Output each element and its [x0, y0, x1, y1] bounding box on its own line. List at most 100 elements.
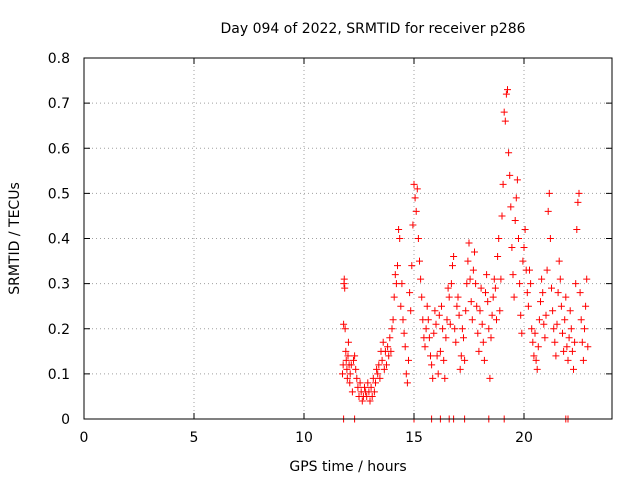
data-point: [537, 298, 544, 306]
data-point: [524, 302, 532, 310]
data-point: [374, 370, 382, 378]
axis-ticks: [83, 57, 612, 420]
data-point: [343, 365, 351, 373]
data-point: [423, 302, 431, 310]
data-point: [520, 244, 528, 252]
data-point: [397, 302, 405, 310]
data-point: [483, 271, 491, 279]
y-tick-label: 0.3: [48, 277, 70, 293]
data-point: [435, 311, 443, 319]
data-point: [388, 325, 396, 333]
data-point: [566, 307, 574, 315]
data-point: [372, 379, 379, 387]
data-point: [486, 374, 494, 382]
data-point: [395, 225, 403, 233]
data-point: [446, 320, 454, 328]
data-point: [411, 194, 419, 202]
data-point: [367, 383, 375, 391]
data-point: [517, 311, 525, 319]
data-point: [493, 316, 500, 324]
data-point: [474, 329, 482, 337]
data-point: [341, 325, 349, 333]
data-point: [576, 289, 584, 297]
data-point: [416, 257, 423, 265]
data-point: [361, 383, 368, 391]
data-point: [552, 352, 560, 360]
data-point: [583, 275, 591, 283]
data-point: [561, 316, 569, 324]
data-point: [478, 320, 486, 328]
data-point: [366, 397, 374, 405]
data-point: [548, 284, 555, 292]
data-point: [567, 325, 575, 333]
data-point: [452, 338, 460, 346]
data-point: [584, 343, 592, 351]
y-tick-label: 0.8: [48, 51, 70, 67]
data-point: [444, 284, 452, 292]
data-point: [513, 176, 521, 184]
data-point: [533, 365, 541, 373]
data-point: [523, 289, 531, 297]
data-point: [518, 329, 526, 337]
data-point: [559, 329, 566, 337]
y-tick-label: 0.5: [48, 186, 70, 202]
data-point: [539, 289, 547, 297]
data-point: [414, 235, 422, 242]
data-point: [506, 171, 514, 179]
data-point: [468, 316, 476, 324]
data-point: [573, 225, 581, 233]
data-point: [490, 275, 498, 283]
y-tick-label: 0.1: [48, 367, 70, 383]
data-point: [421, 343, 429, 351]
data-point: [343, 374, 351, 382]
data-point: [339, 361, 347, 369]
data-point: [510, 293, 518, 301]
data-point: [398, 280, 406, 288]
data-point: [473, 302, 481, 310]
data-point: [432, 320, 440, 328]
data-point: [496, 307, 504, 315]
data-point: [350, 356, 357, 364]
data-point: [347, 361, 355, 369]
data-point: [370, 388, 378, 396]
data-point: [438, 302, 445, 310]
y-tick-label: 0.2: [48, 322, 70, 338]
data-point: [463, 280, 471, 288]
data-point: [570, 365, 577, 373]
data-point: [387, 347, 395, 355]
data-point: [509, 271, 517, 279]
data-point: [551, 338, 559, 346]
data-point: [391, 271, 399, 279]
data-point: [546, 235, 554, 242]
data-point: [424, 316, 432, 324]
data-point: [484, 298, 492, 306]
data-point: [394, 262, 401, 270]
data-point: [375, 361, 383, 369]
data-point: [429, 374, 437, 382]
data-point: [487, 334, 495, 342]
data-point: [480, 356, 488, 364]
data-point: [457, 352, 465, 360]
data-point: [447, 280, 455, 288]
data-point: [455, 311, 463, 319]
data-point: [541, 334, 549, 342]
data-point: [574, 198, 582, 206]
data-point: [544, 207, 552, 215]
data-point: [464, 257, 472, 265]
data-point: [543, 266, 551, 274]
data-point: [442, 334, 450, 342]
data-point: [353, 374, 361, 382]
data-point: [380, 365, 388, 373]
data-point: [344, 352, 352, 360]
data-point: [418, 293, 426, 301]
data-point: [373, 365, 381, 373]
data-point: [526, 266, 533, 274]
data-point: [407, 307, 415, 315]
data-point: [571, 338, 579, 346]
data-point: [358, 397, 366, 405]
data-point: [339, 370, 346, 378]
data-point: [491, 284, 499, 292]
y-tick-label: 0.7: [48, 96, 70, 112]
data-point: [516, 280, 524, 288]
data-points: [339, 86, 592, 423]
